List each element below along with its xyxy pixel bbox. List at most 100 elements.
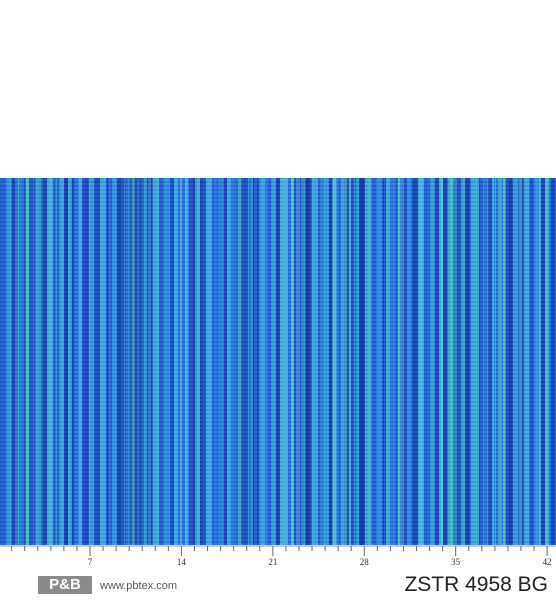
stripe (355, 178, 356, 545)
stripe (296, 178, 300, 545)
stripe (448, 178, 450, 545)
stripe (519, 178, 522, 545)
stripe (214, 178, 217, 545)
stripe (472, 178, 473, 545)
stripe (227, 178, 229, 545)
stripe (345, 178, 348, 545)
stripe (284, 178, 288, 545)
stripe (29, 178, 30, 545)
stripe (368, 178, 369, 545)
stripe (70, 178, 72, 545)
stripe (301, 178, 304, 545)
stripe (291, 178, 293, 545)
stripe (203, 178, 206, 545)
stripe (9, 178, 12, 545)
stripe (107, 178, 108, 545)
stripe (258, 178, 261, 545)
ruler-label: 21 (268, 557, 277, 567)
stripe (56, 178, 57, 545)
stripe (0, 178, 2, 545)
stripe (121, 178, 124, 545)
stripe (113, 178, 116, 545)
stripe (523, 178, 525, 545)
stripe (339, 178, 340, 545)
stripe (336, 178, 338, 545)
stripe (217, 178, 218, 545)
stripe (426, 178, 427, 545)
stripe (322, 178, 326, 545)
stripe (489, 178, 490, 545)
stripe (427, 178, 429, 545)
stripe (47, 178, 48, 545)
stripe (305, 178, 309, 545)
ruler-label: 42 (543, 557, 552, 567)
stripe (240, 178, 242, 545)
stripe (487, 178, 489, 545)
stripe (30, 178, 32, 545)
stripe (209, 178, 210, 545)
stripe (186, 178, 189, 545)
stripe (407, 178, 409, 545)
stripe (534, 178, 538, 545)
ruler-label: 7 (88, 557, 93, 567)
ruler: 7 14 21 28 35 42 (0, 545, 556, 567)
stripe (223, 178, 224, 545)
stripe (130, 178, 134, 545)
stripe (176, 178, 178, 545)
stripe (410, 178, 413, 545)
stripe (66, 178, 68, 545)
stripe (170, 178, 173, 545)
ruler-label: 28 (360, 557, 370, 567)
stripe (470, 178, 471, 545)
product-code: ZSTR 4958 BG (404, 573, 548, 596)
stripe (254, 178, 257, 545)
fabric-pattern (0, 178, 555, 545)
stripe (467, 178, 469, 545)
website: www.pbtex.com (100, 580, 178, 592)
stripe (484, 178, 487, 545)
stripe (441, 178, 443, 545)
stripe (327, 178, 328, 545)
stripe (33, 178, 34, 545)
stripe (349, 178, 351, 545)
stripe (120, 178, 121, 545)
stripe (3, 178, 5, 545)
stripe (494, 178, 495, 545)
ruler-label: 14 (177, 557, 187, 567)
stripe (93, 178, 95, 545)
stripe (153, 178, 154, 545)
stripe (436, 178, 438, 545)
stripe (314, 178, 316, 545)
stripe (157, 178, 159, 545)
stripe (124, 178, 126, 545)
stripe (498, 178, 502, 545)
stripe (463, 178, 465, 545)
stripe (218, 178, 222, 545)
stripe (103, 178, 105, 545)
stripe (197, 178, 200, 545)
stripe (152, 178, 153, 545)
stripe (78, 178, 82, 545)
stripe (230, 178, 234, 545)
stripe (515, 178, 519, 545)
stripe (264, 178, 268, 545)
stripe (72, 178, 74, 545)
stripe (490, 178, 492, 545)
stripe (529, 178, 533, 545)
stripe (376, 178, 379, 545)
stripe (509, 178, 512, 545)
stripe (460, 178, 461, 545)
stripe (311, 178, 314, 545)
stripe (551, 178, 555, 545)
stripe (55, 178, 56, 545)
ruler-label: 35 (451, 557, 461, 567)
stripe (545, 178, 548, 545)
stripe (244, 178, 246, 545)
stripe (369, 178, 372, 545)
stripe (320, 178, 322, 545)
stripe (431, 178, 434, 545)
stripe (384, 178, 385, 545)
stripe (24, 178, 25, 545)
stripe (341, 178, 344, 545)
